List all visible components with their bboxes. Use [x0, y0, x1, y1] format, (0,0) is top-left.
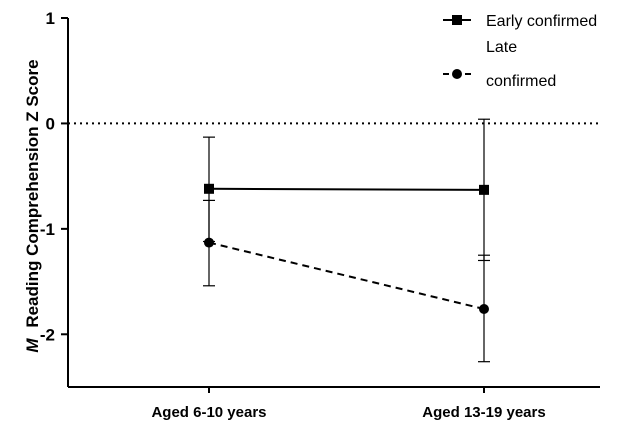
legend-label-late-line2: confirmed: [486, 73, 556, 90]
series-line-early-confirmed: [208, 187, 485, 191]
x-tick-label: Aged 13-19 years: [422, 404, 545, 421]
data-point-square: [204, 183, 214, 194]
legend-marker-circle: [452, 69, 462, 79]
legend: Early confirmed Late confirmed: [443, 13, 597, 90]
y-axis-title-prefix: M: [23, 338, 42, 353]
legend-label-early: Early confirmed: [486, 13, 597, 30]
legend-label-late-line1: Late: [486, 39, 517, 56]
y-tick-label: -2: [40, 325, 55, 344]
legend-marker-square: [452, 15, 462, 25]
y-tick-label: 0: [46, 114, 55, 133]
y-tick-label: -1: [40, 220, 55, 239]
series-late-confirmed: [203, 199, 490, 363]
x-tick-label: Aged 6-10 years: [151, 404, 266, 421]
y-axis-title: M Reading Comprehension Z Score: [23, 59, 42, 352]
data-point-square: [479, 184, 489, 195]
data-point-circle: [479, 303, 489, 314]
plot-layer: [68, 118, 600, 363]
legend-label-late: Late confirmed: [486, 39, 556, 90]
y-tick-label: 1: [46, 9, 55, 28]
y-axis: 1 0 -1 -2: [40, 9, 69, 387]
series-early-confirmed: [203, 118, 490, 262]
y-axis-title-text: Reading Comprehension Z Score: [23, 59, 42, 327]
series-line-late-confirmed: [208, 241, 485, 310]
x-axis: Aged 6-10 years Aged 13-19 years: [68, 386, 600, 421]
data-point-circle: [204, 237, 214, 248]
